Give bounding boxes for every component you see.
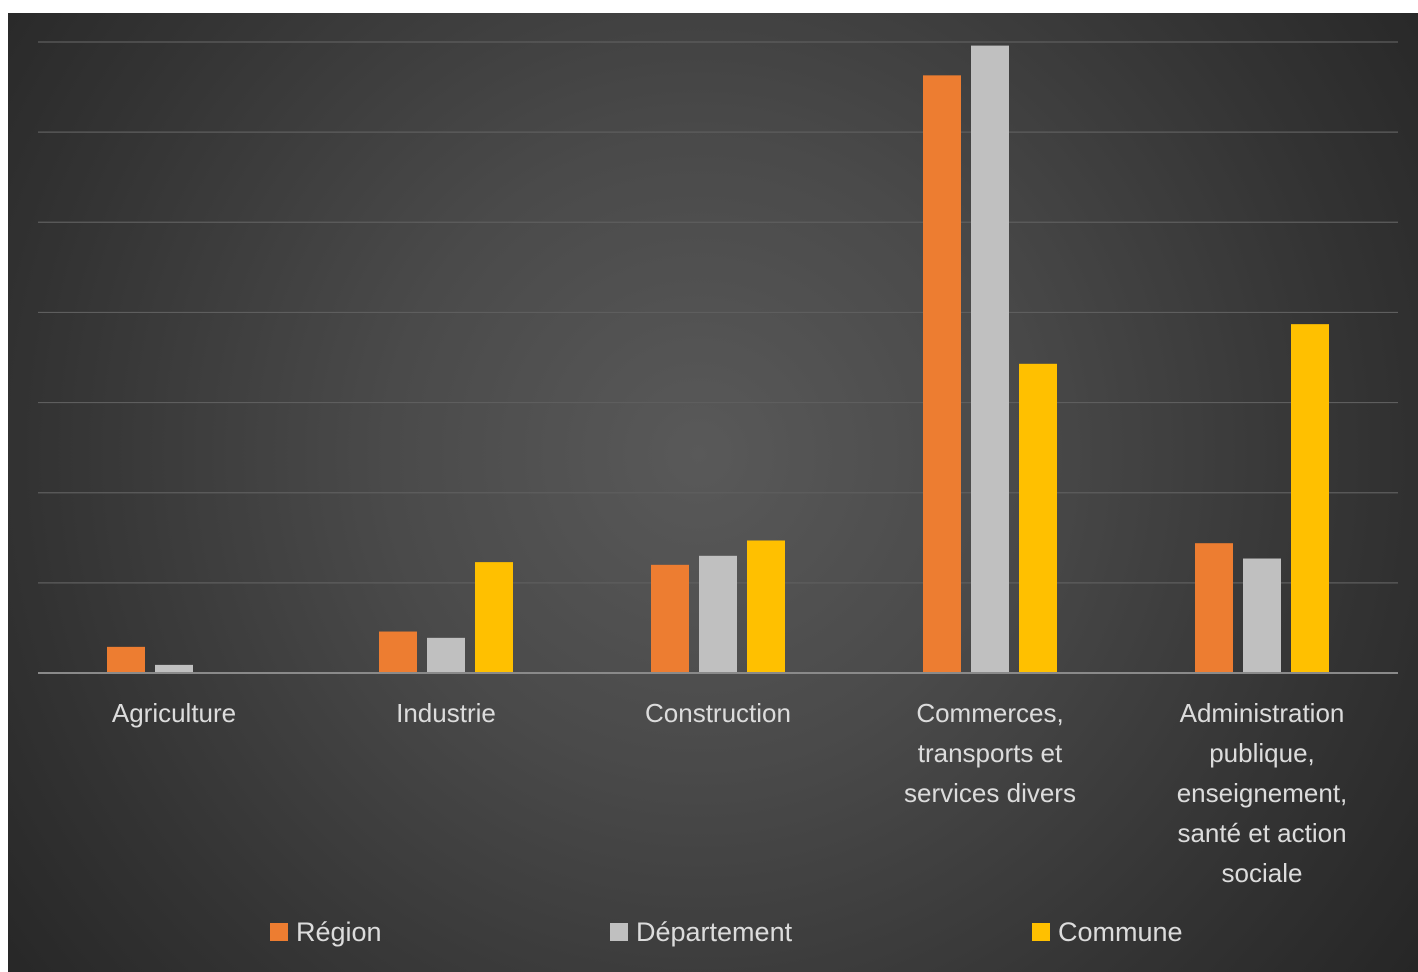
- legend-swatch-commune: [1032, 923, 1050, 941]
- bar-region-2: [379, 631, 417, 673]
- bar-departement-3: [699, 555, 737, 673]
- bars: [107, 45, 1329, 674]
- legend-item-region: Région: [270, 912, 382, 952]
- legend-item-commune: Commune: [1032, 912, 1183, 952]
- legend-swatch-region: [270, 923, 288, 941]
- bar-region-1: [107, 646, 145, 673]
- gridlines: [38, 41, 1398, 584]
- category-labels: Agriculture Industrie Construction Commerce…: [112, 698, 1347, 888]
- bar-commune-4: [1019, 363, 1057, 673]
- bar-region-5: [1195, 543, 1233, 673]
- category-label: Commerces, transports et services divers: [904, 698, 1076, 808]
- bar-departement-1: [155, 664, 193, 673]
- bar-departement-2: [427, 637, 465, 673]
- category-label: Agriculture: [112, 698, 236, 728]
- bar-region-3: [651, 564, 689, 673]
- legend-item-departement: Département: [610, 912, 792, 952]
- legend-swatch-departement: [610, 923, 628, 941]
- category-label: Industrie: [396, 698, 496, 728]
- category-label: Administration publique, enseignement, sant…: [1177, 698, 1348, 888]
- bar-commune-5: [1291, 324, 1329, 673]
- bar-commune-3: [747, 540, 785, 673]
- legend-label-commune: Commune: [1058, 916, 1183, 947]
- bar-departement-4: [971, 45, 1009, 673]
- legend-label-departement: Département: [636, 916, 793, 947]
- bar-commune-2: [475, 562, 513, 673]
- legend-label-region: Région: [296, 916, 382, 947]
- bar-departement-5: [1243, 558, 1281, 673]
- legend: Région Département Commune: [0, 912, 1418, 952]
- category-label: Construction: [645, 698, 791, 728]
- bar-region-4: [923, 75, 961, 674]
